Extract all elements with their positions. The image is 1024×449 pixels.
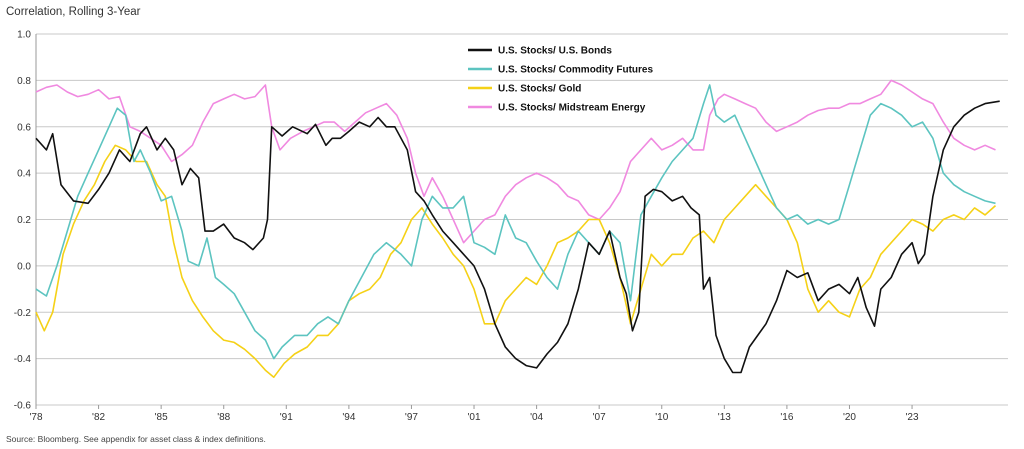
x-tick-label: '04: [530, 412, 543, 423]
y-tick-label: -0.4: [14, 354, 32, 365]
x-tick-label: '07: [593, 412, 606, 423]
source-note: Source: Bloomberg. See appendix for asse…: [6, 434, 266, 444]
series-line-2: [35, 144, 997, 378]
y-tick-label: -0.6: [14, 401, 32, 412]
series-line-1: [35, 84, 996, 360]
y-tick-label: 1.0: [17, 30, 31, 41]
y-tick-label: 0.4: [17, 169, 31, 180]
legend-label: U.S. Stocks/ U.S. Bonds: [498, 46, 612, 57]
x-tick-label: '20: [843, 412, 856, 423]
axis-layer: 1.0 0.8 0.6 0.4 0.2 0.0 -0.2 -0.4 -0.6'78 '82 '85 '…: [14, 30, 919, 424]
grid-layer: [36, 33, 1008, 406]
series-line-3: [35, 79, 996, 244]
legend-label: U.S. Stocks/ Midstream Energy: [498, 103, 646, 114]
x-tick-label: '88: [217, 412, 230, 423]
y-tick-label: 0.8: [17, 76, 31, 87]
y-tick-label: 0.6: [17, 122, 31, 133]
x-tick-label: '23: [906, 412, 919, 423]
series-line-0: [35, 100, 1000, 374]
y-tick-label: -0.2: [14, 308, 32, 319]
legend-label: U.S. Stocks/ Commodity Futures: [498, 65, 653, 76]
legend-label: U.S. Stocks/ Gold: [498, 84, 581, 95]
y-tick-label: 0.2: [17, 215, 31, 226]
x-tick-label: '16: [780, 412, 793, 423]
chart-title: Correlation, Rolling 3-Year: [6, 6, 141, 18]
series-layer: [35, 79, 1000, 378]
y-tick-label: 0.0: [17, 261, 31, 272]
x-tick-label: '97: [405, 412, 418, 423]
x-tick-label: '94: [342, 412, 355, 423]
legend: U.S. Stocks/ U.S. Bonds U.S. Stocks/ Comm…: [468, 46, 653, 114]
x-tick-label: '78: [29, 412, 42, 423]
x-tick-label: '10: [655, 412, 668, 423]
x-tick-label: '13: [718, 412, 731, 423]
x-tick-label: '91: [280, 412, 293, 423]
x-tick-label: '01: [468, 412, 481, 423]
x-tick-label: '82: [92, 412, 105, 423]
x-tick-label: '85: [155, 412, 168, 423]
